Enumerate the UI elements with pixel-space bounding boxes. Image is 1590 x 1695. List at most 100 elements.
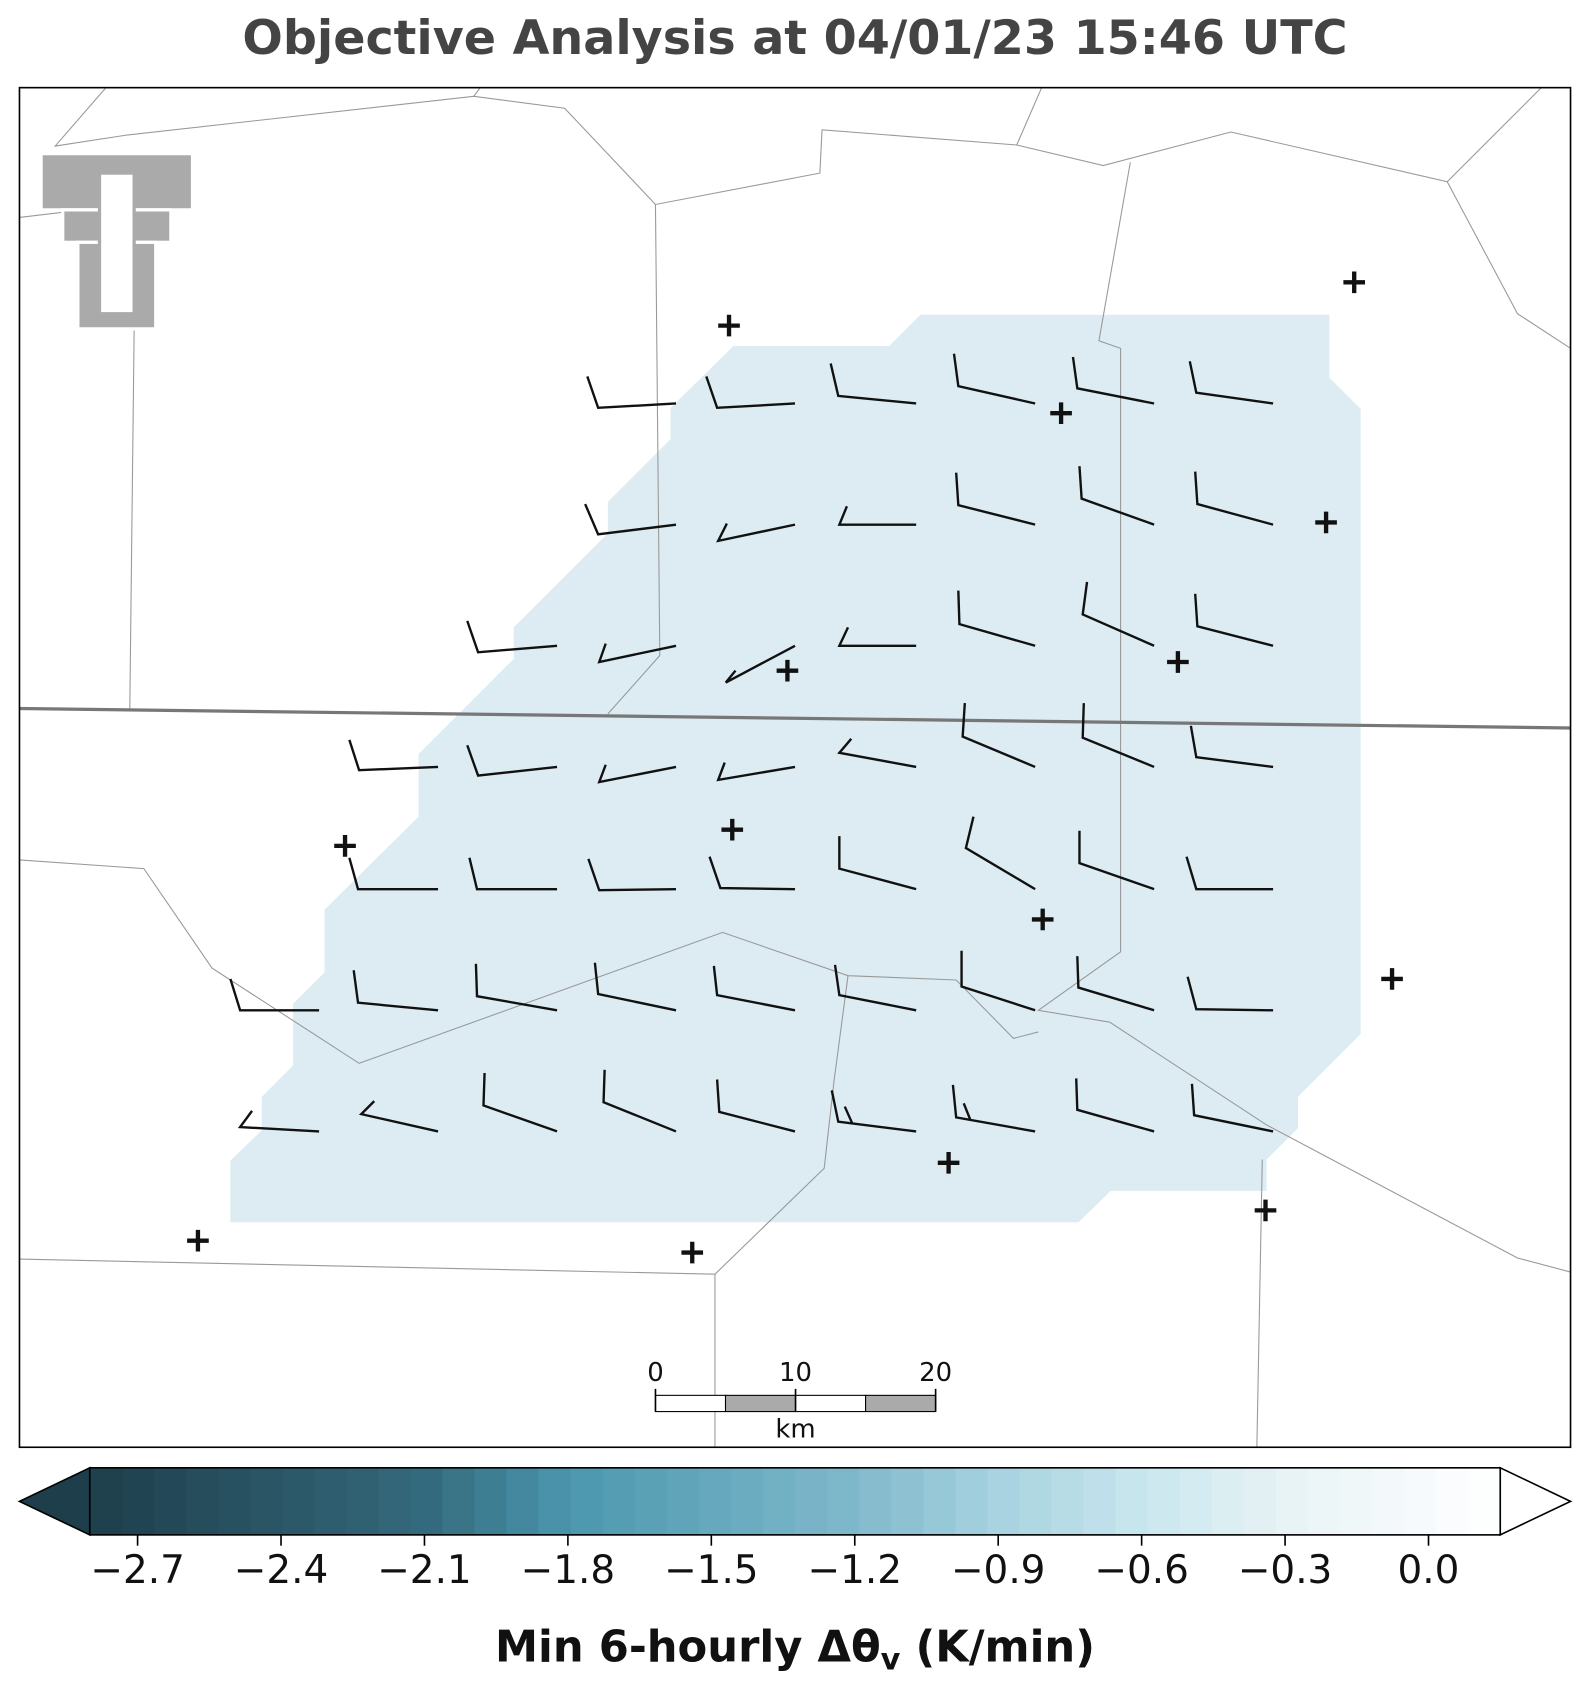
wind-barb <box>830 1090 917 1133</box>
station-marker <box>776 659 799 682</box>
wind-barb <box>960 950 1036 1012</box>
wind-barb <box>466 744 558 777</box>
wind-barb <box>586 376 677 410</box>
wind-barb <box>1078 466 1155 526</box>
colorbar-band <box>698 1467 732 1535</box>
colorbar: −2.7 −2.4 −2.1 −1.8 −1.5 −1.2 −0.9 −0.6 −0.3 0.0 <box>17 1466 1573 1593</box>
station-marker <box>1381 968 1403 990</box>
map-frame <box>18 86 1572 1449</box>
colorbar-band <box>1019 1467 1053 1535</box>
wind-barb <box>837 738 917 769</box>
colorbar-tick-label: −0.9 <box>951 1548 1046 1593</box>
wind-barb <box>348 857 439 891</box>
wind-barb <box>1185 856 1274 891</box>
wind-barb <box>237 1110 320 1133</box>
wind-barb <box>593 962 677 1012</box>
station-marker <box>1254 1199 1277 1222</box>
colorbar-band <box>217 1467 251 1535</box>
wind-barb <box>952 353 1036 405</box>
colorbar-tick-label: −2.7 <box>90 1548 185 1593</box>
wind-barb <box>358 1100 439 1133</box>
colorbar-tick-label: −2.1 <box>377 1548 472 1593</box>
colorbar-tick-label: −0.6 <box>1094 1548 1189 1593</box>
logo <box>39 152 195 331</box>
colorbar-band <box>1275 1467 1309 1535</box>
wind-barb <box>1189 725 1274 769</box>
station-marker <box>187 1229 209 1252</box>
station-marker <box>681 1241 704 1264</box>
wind-barb <box>829 363 917 405</box>
scale-segment <box>724 1394 797 1413</box>
colorbar-tick-label: −1.5 <box>664 1548 759 1593</box>
colorbar-band <box>634 1467 668 1535</box>
wind-barb <box>837 505 917 526</box>
wind-barb <box>1188 361 1274 405</box>
colorbar-band <box>1179 1467 1213 1535</box>
wind-barb <box>1075 1078 1155 1133</box>
title: Objective Analysis at 04/01/23 15:46 UTC <box>242 11 1347 66</box>
colorbar-band <box>282 1467 315 1535</box>
colorbar-band <box>314 1467 347 1535</box>
colorbar-band <box>923 1467 956 1535</box>
station-marker <box>1167 651 1189 673</box>
scale-tick-label: 20 <box>919 1358 952 1388</box>
scale-tick-label: 10 <box>779 1358 812 1388</box>
colorbar-band <box>89 1467 123 1535</box>
colorbar-band <box>538 1467 572 1535</box>
colorbar-band <box>1372 1467 1405 1535</box>
wind-barb <box>1071 356 1155 405</box>
wind-barb <box>587 858 677 892</box>
station-marker <box>1315 511 1337 534</box>
colorbar-tick-label: −0.3 <box>1238 1548 1333 1593</box>
colorbar-band <box>1404 1467 1437 1535</box>
scale-segment <box>865 1394 937 1413</box>
map-area: 0 10 20 km <box>18 86 1572 1449</box>
colorbar-band <box>666 1467 700 1535</box>
wind-barb <box>951 1084 1036 1133</box>
colorbar-band <box>891 1467 924 1535</box>
wind-barb <box>833 964 917 1012</box>
colorbar-band <box>1147 1467 1181 1535</box>
colorbar-band <box>250 1467 283 1535</box>
wind-barb <box>1081 581 1155 647</box>
colorbar-band <box>1307 1467 1341 1535</box>
colorbar-tick-label: −1.8 <box>521 1548 616 1593</box>
colorbar-band <box>602 1467 636 1535</box>
wind-barb <box>348 739 439 772</box>
colorbar-band <box>442 1467 476 1535</box>
colorbar-band <box>346 1467 379 1535</box>
wind-barb <box>1186 976 1274 1012</box>
colorbar-outline <box>88 1467 1502 1536</box>
wind-barb <box>964 816 1036 891</box>
colorbar-band <box>410 1467 444 1535</box>
scale-bar: 0 10 20 km <box>647 1358 952 1444</box>
wind-barb <box>957 590 1036 647</box>
wind-barb <box>954 472 1036 526</box>
wind-barb <box>1194 471 1274 526</box>
state-line <box>19 706 1571 730</box>
colorbar-label-sub: v <box>881 1642 901 1677</box>
wind-barb <box>838 836 917 891</box>
wind-barb <box>482 1072 558 1133</box>
colorbar-band <box>1468 1467 1501 1535</box>
wind-barb <box>597 764 677 784</box>
scale-unit: km <box>775 1414 815 1444</box>
wind-barb <box>724 644 796 684</box>
wind-barb <box>712 965 796 1012</box>
colorbar-label-unit: (K/min) <box>900 1622 1095 1672</box>
wind-barbs <box>229 353 1274 1133</box>
colorbar-band <box>474 1467 508 1535</box>
colorbar-band <box>506 1467 540 1535</box>
wind-barb <box>1078 830 1155 891</box>
wind-barb <box>1190 1083 1274 1133</box>
wind-barb <box>1076 956 1155 1012</box>
wind-barb <box>466 620 558 654</box>
colorbar-tick-label: −2.4 <box>234 1548 329 1593</box>
wind-barb <box>597 643 677 664</box>
colorbar-band <box>987 1467 1021 1535</box>
colorbar-tick-label: 0.0 <box>1398 1548 1460 1593</box>
wind-barb <box>837 626 917 647</box>
wind-barb <box>715 1079 796 1133</box>
